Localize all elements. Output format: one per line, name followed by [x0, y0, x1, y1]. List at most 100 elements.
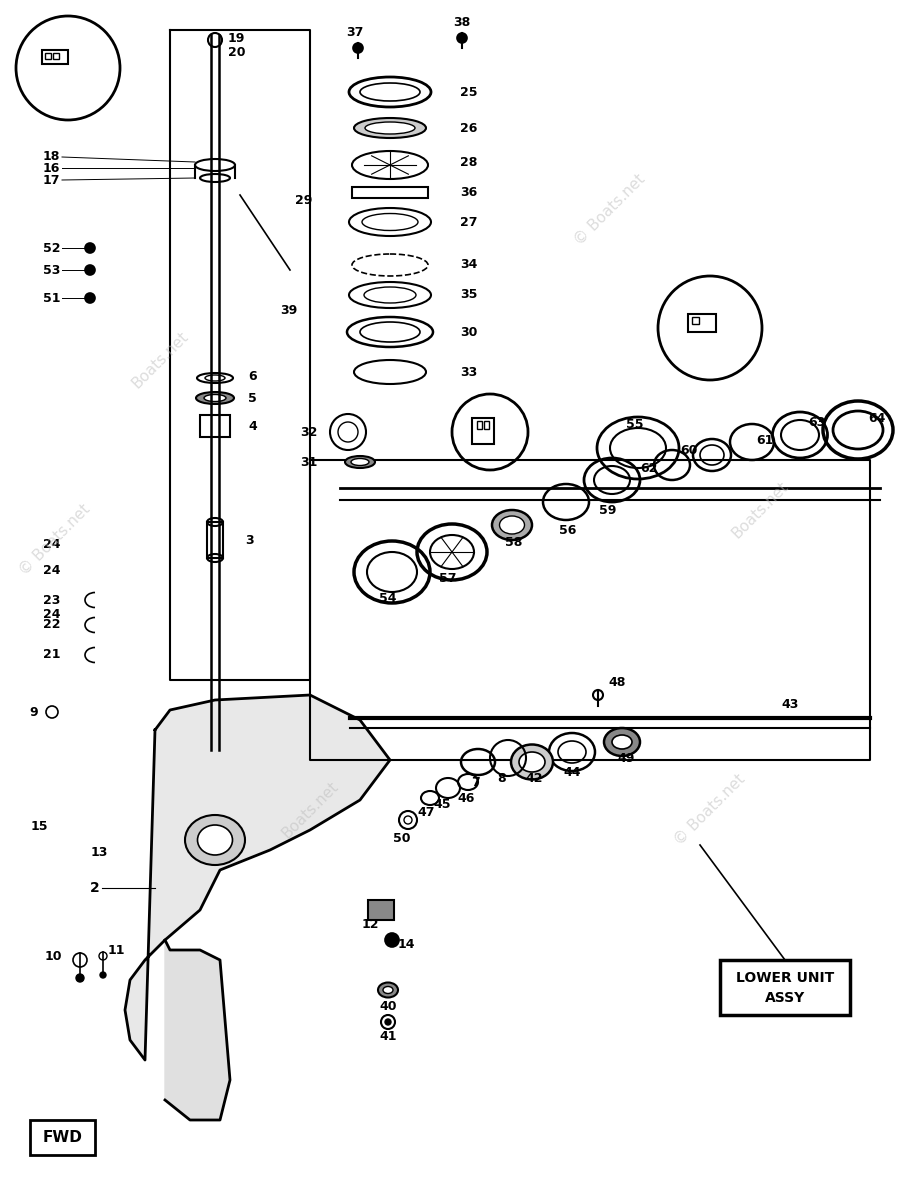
Bar [720, 960, 850, 1015]
Text: 15: 15 [30, 820, 48, 833]
Text: 63: 63 [808, 415, 825, 428]
Circle shape [457, 32, 467, 43]
Text: 24: 24 [42, 539, 60, 552]
Ellipse shape [511, 744, 553, 780]
Bar [30, 1120, 95, 1154]
Text: © Boats.net: © Boats.net [572, 172, 649, 248]
Bar [484, 421, 489, 428]
Text: 42: 42 [525, 772, 543, 785]
Text: 52: 52 [42, 241, 60, 254]
Text: 30: 30 [460, 325, 477, 338]
Text: 25: 25 [460, 85, 477, 98]
Ellipse shape [612, 734, 632, 749]
Text: 40: 40 [379, 1000, 397, 1013]
Text: 8: 8 [497, 772, 507, 785]
Text: 33: 33 [460, 366, 477, 378]
Bar [472, 418, 494, 444]
Bar [42, 50, 68, 64]
Ellipse shape [351, 458, 369, 466]
Text: 26: 26 [460, 121, 477, 134]
Circle shape [76, 974, 84, 982]
Text: © Boats.net: © Boats.net [16, 502, 93, 578]
Text: 18: 18 [43, 150, 60, 163]
Text: 28: 28 [460, 156, 477, 168]
Text: 41: 41 [379, 1030, 397, 1043]
Text: 31: 31 [300, 456, 318, 468]
Text: 53: 53 [43, 264, 60, 276]
Ellipse shape [604, 728, 640, 756]
Text: 27: 27 [460, 216, 477, 228]
Circle shape [85, 265, 95, 275]
Text: 3: 3 [245, 534, 254, 546]
Text: 5: 5 [248, 391, 256, 404]
Text: 23: 23 [43, 594, 60, 606]
Text: 62: 62 [640, 462, 658, 474]
Text: 56: 56 [560, 523, 577, 536]
Circle shape [100, 972, 106, 978]
Text: 24: 24 [42, 608, 60, 622]
Text: 10: 10 [45, 949, 62, 962]
Ellipse shape [198, 826, 233, 854]
Text: 13: 13 [91, 846, 108, 858]
Ellipse shape [492, 510, 532, 540]
Bar [45, 53, 51, 59]
Text: 20: 20 [228, 46, 245, 59]
Bar [688, 314, 716, 332]
Ellipse shape [365, 122, 415, 134]
Text: 36: 36 [460, 186, 477, 199]
Text: 4: 4 [248, 420, 256, 432]
Ellipse shape [204, 395, 226, 402]
Text: 44: 44 [563, 766, 581, 779]
Ellipse shape [345, 456, 375, 468]
Text: Boats.net: Boats.net [278, 779, 341, 841]
Ellipse shape [354, 118, 426, 138]
Text: 43: 43 [781, 697, 799, 710]
Text: 22: 22 [42, 618, 60, 631]
Bar [692, 317, 699, 324]
Text: 35: 35 [460, 288, 477, 301]
Ellipse shape [185, 815, 245, 865]
Circle shape [385, 934, 399, 947]
Text: 48: 48 [608, 677, 626, 690]
Circle shape [385, 1019, 391, 1025]
Text: 2: 2 [91, 881, 100, 895]
Text: 61: 61 [756, 433, 773, 446]
Text: 57: 57 [440, 571, 457, 584]
Text: 6: 6 [248, 370, 256, 383]
Circle shape [85, 293, 95, 302]
Text: 16: 16 [43, 162, 60, 174]
Text: 38: 38 [453, 16, 471, 29]
Text: 37: 37 [346, 26, 364, 40]
Text: 49: 49 [617, 751, 635, 764]
Polygon shape [165, 940, 230, 1120]
Text: 60: 60 [681, 444, 698, 456]
Text: 46: 46 [457, 792, 474, 804]
Text: 50: 50 [393, 832, 410, 845]
Text: ASSY: ASSY [765, 991, 805, 1006]
Text: 17: 17 [42, 174, 60, 186]
Bar [53, 53, 59, 59]
Text: 11: 11 [108, 943, 125, 956]
Bar [368, 900, 394, 920]
Text: 34: 34 [460, 258, 477, 271]
Text: FWD: FWD [42, 1130, 82, 1145]
Ellipse shape [499, 516, 525, 534]
Bar [207, 522, 223, 558]
Text: 47: 47 [418, 805, 435, 818]
Text: LOWER UNIT: LOWER UNIT [736, 971, 834, 985]
Text: Boats.net: Boats.net [729, 479, 791, 541]
Ellipse shape [383, 986, 393, 994]
Text: 12: 12 [361, 918, 378, 931]
Text: 59: 59 [599, 504, 616, 516]
Text: 64: 64 [868, 412, 886, 425]
Bar [477, 421, 482, 428]
Text: 58: 58 [506, 535, 523, 548]
Text: 51: 51 [42, 292, 60, 305]
Text: 21: 21 [42, 648, 60, 661]
Text: 14: 14 [398, 937, 416, 950]
Text: Boats.net: Boats.net [129, 329, 191, 391]
Ellipse shape [378, 983, 398, 997]
Text: 32: 32 [300, 426, 318, 438]
Bar [200, 415, 230, 437]
Ellipse shape [196, 392, 234, 404]
